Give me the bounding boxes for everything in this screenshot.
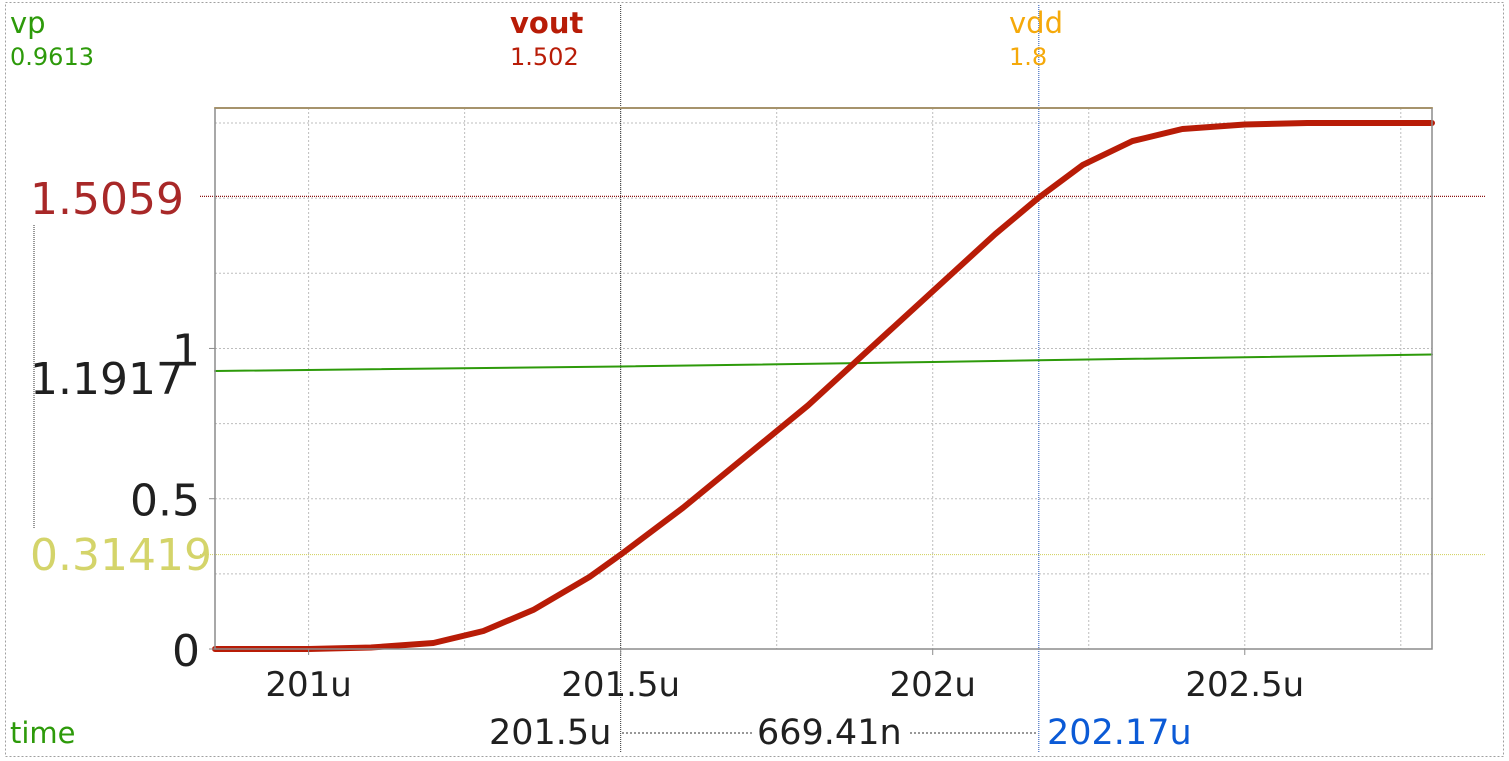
signal-name-vp[interactable]: vp	[10, 6, 46, 40]
y-tick-label: 0	[172, 626, 200, 677]
cursor-y-mid-label: 1.1917	[30, 354, 184, 405]
signal-value-vp: 0.9613	[10, 43, 94, 71]
trace-vp	[214, 353, 1433, 372]
signal-name-vdd[interactable]: vdd	[1009, 6, 1063, 40]
y-tick-label: 0.5	[130, 476, 200, 527]
x-tick-label: 202u	[889, 665, 975, 705]
cursor-b-x-label[interactable]: 202.17u	[1047, 713, 1192, 753]
x-tick-label: 201.5u	[561, 665, 680, 705]
cursor-a-x-label[interactable]: 201.5u	[489, 713, 612, 753]
signal-name-vout[interactable]: vout	[510, 6, 584, 40]
trace-vout	[212, 120, 1435, 652]
signal-value-vdd: 1.8	[1009, 43, 1048, 71]
cursor-a-y-label[interactable]: 0.31419	[30, 530, 212, 581]
cursor-delta-label: 669.41n	[757, 713, 902, 753]
x-tick-label: 201u	[265, 665, 351, 705]
x-axis-label: time	[10, 716, 76, 750]
outer-border	[5, 2, 1504, 757]
y-tick-label: 1	[172, 325, 200, 376]
x-tick-label: 202.5u	[1185, 665, 1304, 705]
signal-value-vout: 1.502	[510, 43, 579, 71]
cursor-b-y-label[interactable]: 1.5059	[30, 174, 184, 225]
plot-frame	[214, 107, 1433, 650]
